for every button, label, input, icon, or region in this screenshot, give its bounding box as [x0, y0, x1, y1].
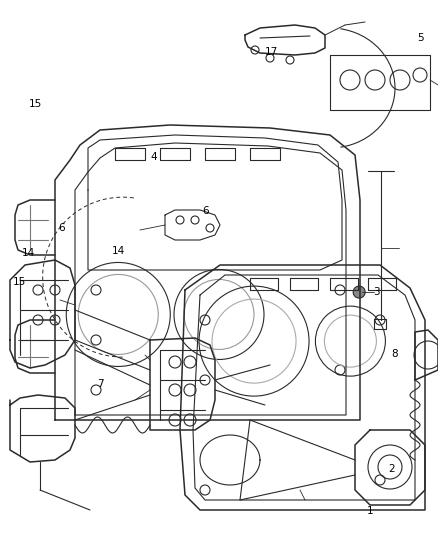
- Text: 6: 6: [202, 206, 209, 215]
- Text: 15: 15: [28, 99, 42, 109]
- Text: 8: 8: [391, 350, 398, 359]
- Text: 17: 17: [265, 47, 278, 57]
- Text: 2: 2: [389, 464, 396, 474]
- Circle shape: [353, 286, 365, 298]
- Text: 3: 3: [373, 287, 380, 297]
- Text: 4: 4: [150, 152, 157, 162]
- Text: 6: 6: [58, 223, 65, 233]
- Text: 5: 5: [417, 34, 424, 43]
- Text: 7: 7: [97, 379, 104, 389]
- Text: 1: 1: [367, 506, 374, 515]
- Text: 15: 15: [13, 278, 26, 287]
- Text: 14: 14: [112, 246, 125, 255]
- Text: 14: 14: [22, 248, 35, 258]
